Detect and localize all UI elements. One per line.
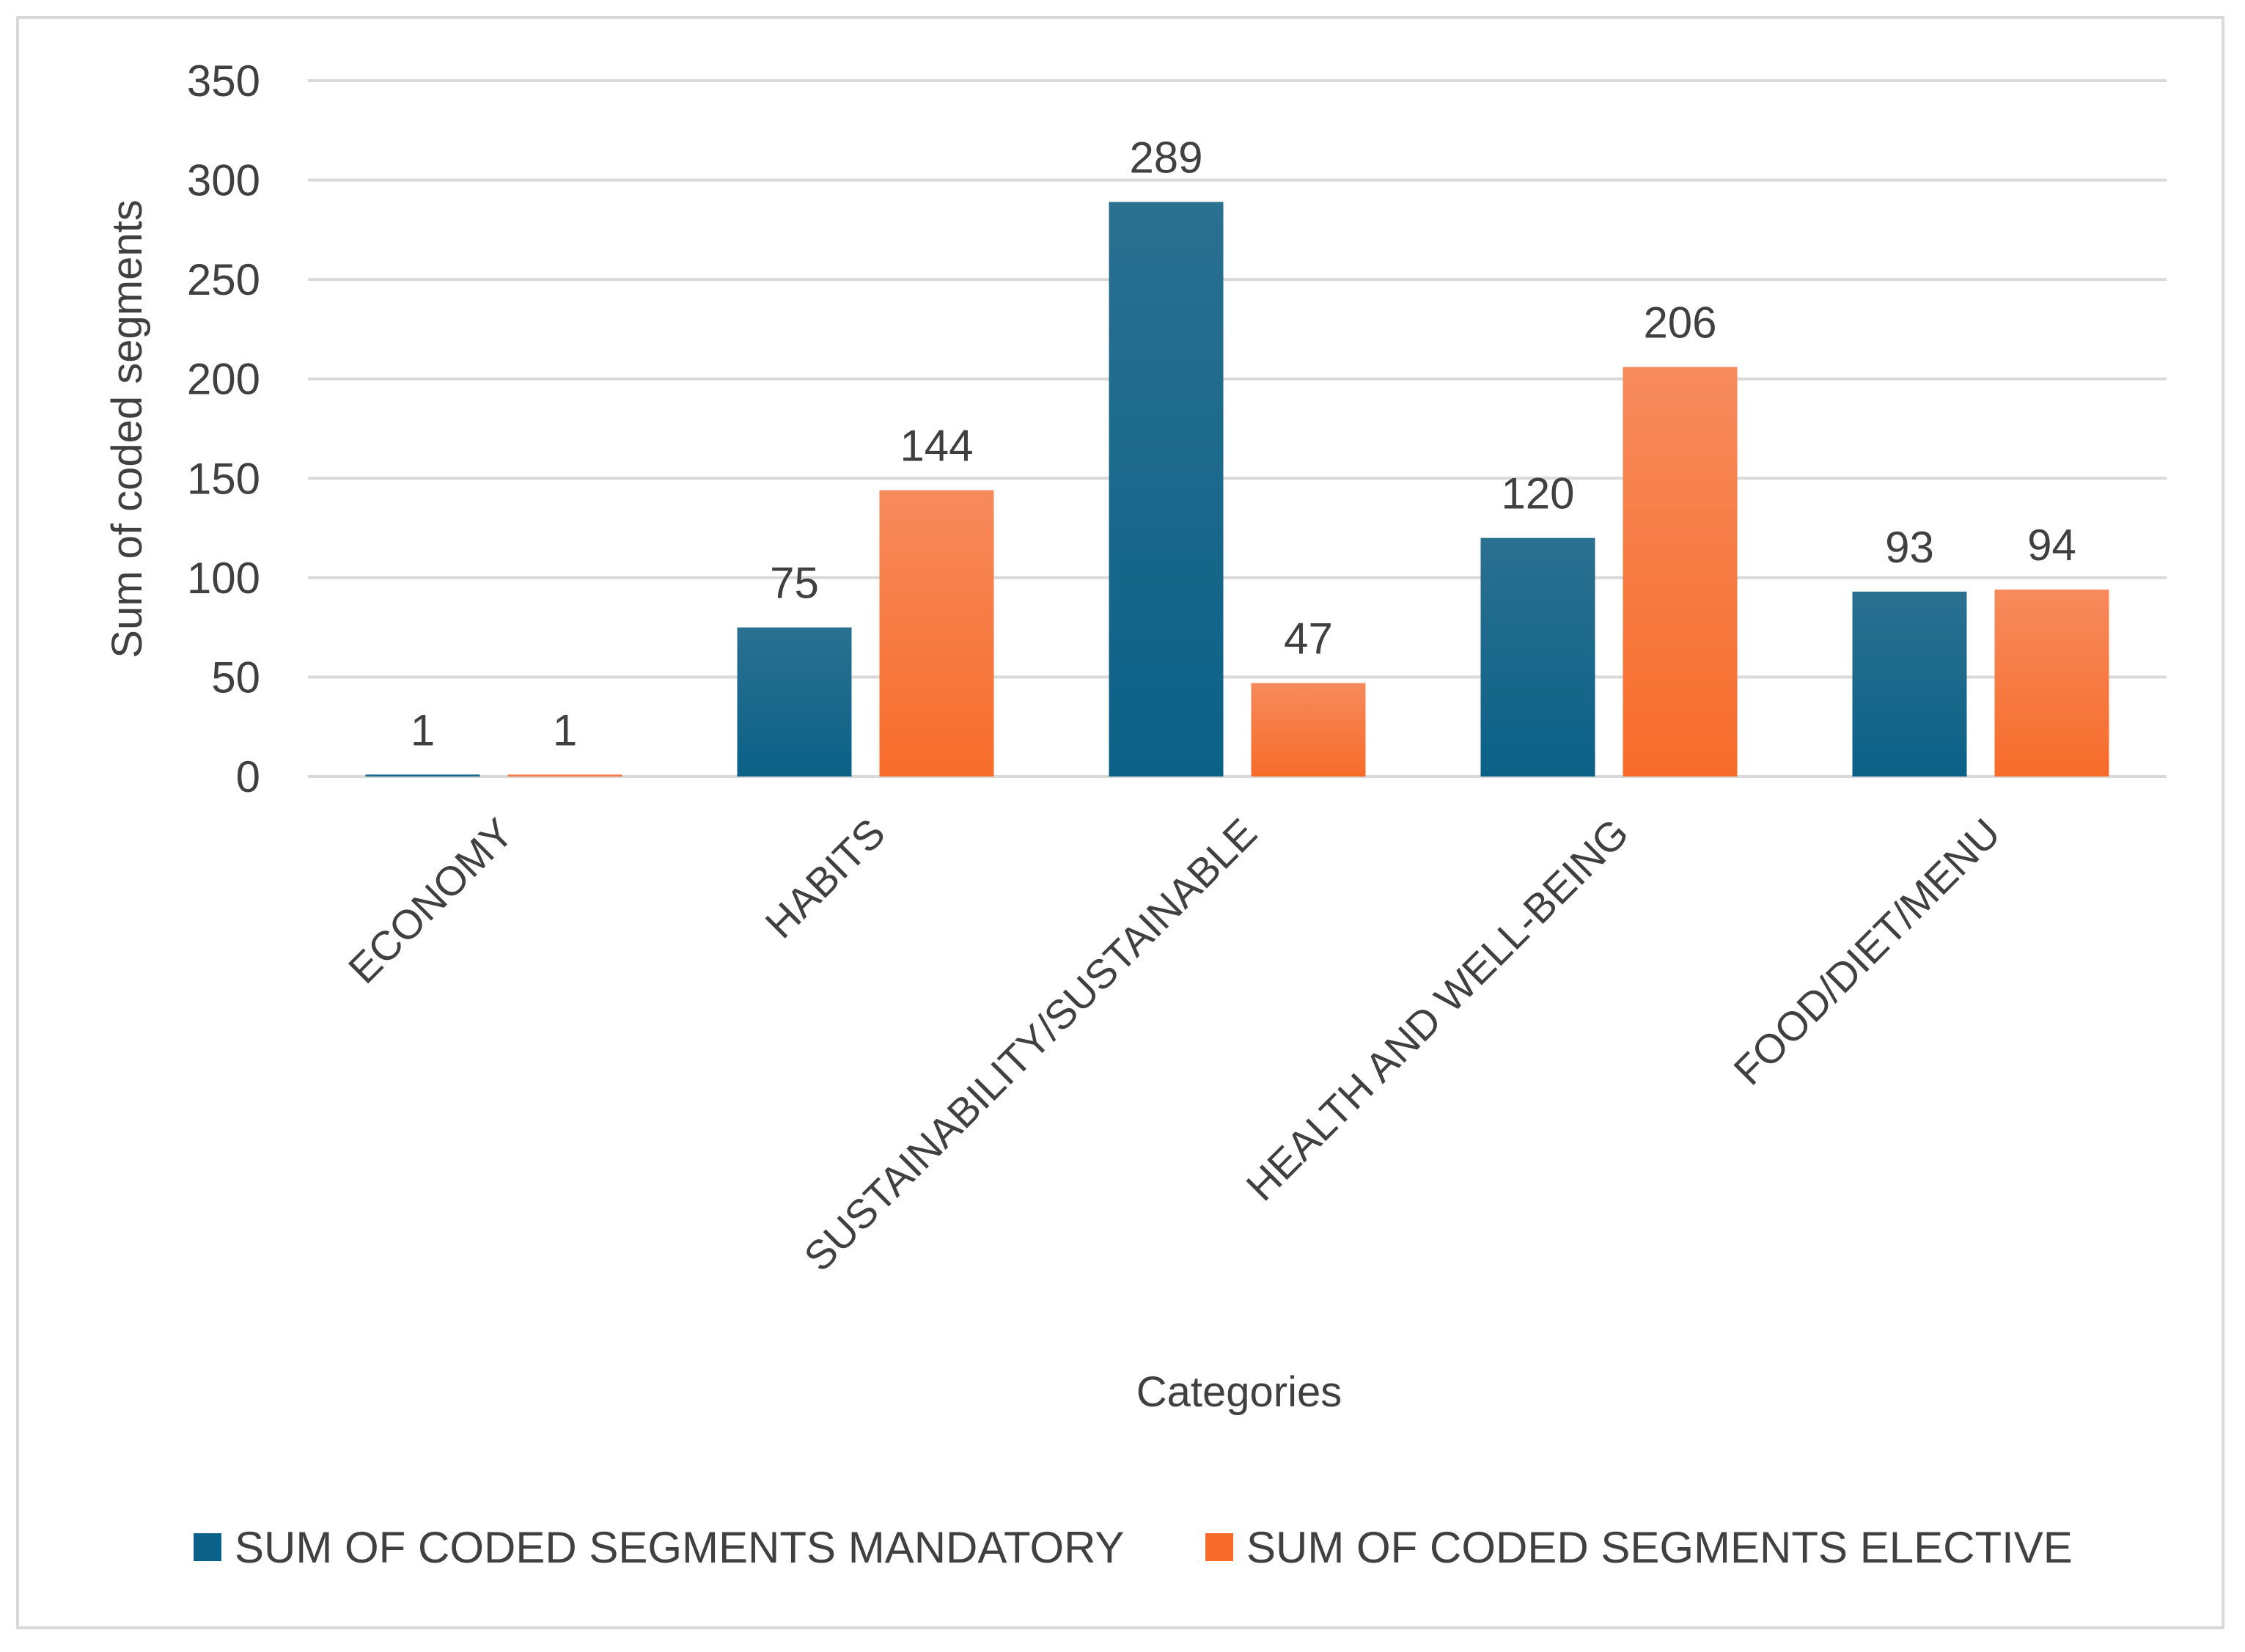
x-tick-label-3: HEALTH AND WELL-BEING bbox=[1237, 810, 1636, 1209]
y-tick-label-250: 250 bbox=[187, 255, 260, 304]
y-axis-title: Sum of coded segments bbox=[103, 199, 151, 658]
data-label-mandatory-4: 93 bbox=[1885, 523, 1934, 572]
y-tick-label-50: 50 bbox=[211, 653, 260, 702]
y-tick-label-100: 100 bbox=[187, 554, 260, 603]
x-axis-title: Categories bbox=[1136, 1368, 1342, 1416]
data-labels: 1 1 75 144 289 47 120 206 93 94 bbox=[411, 133, 2076, 755]
bar-elective-1 bbox=[880, 491, 994, 777]
x-tick-label-2: SUSTAINABILITY/SUSTAINABLE bbox=[795, 810, 1265, 1280]
legend-label-mandatory: SUM OF CODED SEGMENTS MANDATORY bbox=[235, 1523, 1124, 1572]
bar-chart: 0 50 100 150 200 250 300 350 1 1 75 144 289 47 120 206… bbox=[0, 0, 2245, 1652]
data-label-elective-3: 206 bbox=[1643, 298, 1716, 347]
x-tick-label-1: HABITS bbox=[756, 810, 894, 947]
bar-mandatory-0 bbox=[366, 774, 480, 777]
y-tick-label-350: 350 bbox=[187, 56, 260, 106]
data-label-elective-0: 1 bbox=[553, 705, 577, 755]
data-label-mandatory-1: 75 bbox=[770, 559, 819, 608]
legend-item-mandatory: SUM OF CODED SEGMENTS MANDATORY bbox=[194, 1523, 1124, 1572]
bar-mandatory-4 bbox=[1853, 592, 1967, 777]
bar-mandatory-1 bbox=[738, 628, 852, 777]
bar-elective-0 bbox=[508, 774, 622, 777]
bars bbox=[366, 202, 2109, 777]
y-tick-label-300: 300 bbox=[187, 156, 260, 205]
data-label-mandatory-0: 1 bbox=[411, 705, 435, 755]
data-label-mandatory-2: 289 bbox=[1129, 133, 1202, 182]
y-tick-label-0: 0 bbox=[236, 752, 260, 801]
x-tick-label-4: FOOD/DIET/MENU bbox=[1724, 810, 2009, 1094]
y-tick-label-200: 200 bbox=[187, 355, 260, 404]
legend-swatch-mandatory bbox=[194, 1533, 221, 1561]
legend-swatch-elective bbox=[1205, 1533, 1233, 1561]
data-label-elective-1: 144 bbox=[900, 422, 973, 471]
data-label-elective-2: 47 bbox=[1284, 614, 1333, 664]
y-axis-ticks: 0 50 100 150 200 250 300 350 bbox=[187, 56, 260, 801]
bar-mandatory-3 bbox=[1481, 538, 1595, 777]
legend-label-elective: SUM OF CODED SEGMENTS ELECTIVE bbox=[1246, 1523, 2073, 1572]
bar-elective-3 bbox=[1623, 367, 1738, 777]
legend-item-elective: SUM OF CODED SEGMENTS ELECTIVE bbox=[1205, 1523, 2073, 1572]
data-label-elective-4: 94 bbox=[2027, 521, 2076, 570]
y-tick-label-150: 150 bbox=[187, 454, 260, 503]
bar-elective-2 bbox=[1252, 683, 1366, 777]
data-label-mandatory-3: 120 bbox=[1501, 469, 1574, 518]
legend: SUM OF CODED SEGMENTS MANDATORY SUM OF C… bbox=[194, 1523, 2073, 1572]
x-tick-label-0: ECONOMY bbox=[339, 810, 522, 992]
bar-mandatory-2 bbox=[1109, 202, 1224, 777]
bar-elective-4 bbox=[1995, 590, 2109, 777]
x-axis-categories: ECONOMY HABITSSUSTAINABILITY/SUSTAINABLEH… bbox=[339, 810, 2009, 1280]
